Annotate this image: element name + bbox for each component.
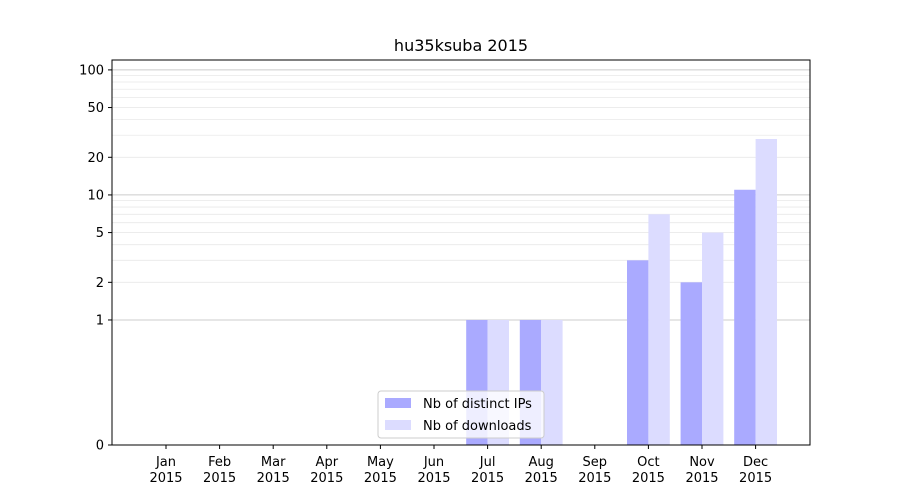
x-tick-label-month: Sep (583, 455, 608, 470)
ticks: 0125102050100Jan2015Feb2015Mar2015Apr201… (79, 63, 772, 486)
x-tick-label-year: 2015 (203, 471, 236, 486)
plot-frame (111, 59, 811, 446)
y-tick-label: 5 (96, 226, 104, 241)
x-tick-label-month: Mar (261, 455, 286, 470)
y-tick-label: 1 (96, 313, 104, 328)
x-tick-label-month: Jun (423, 455, 444, 470)
bar-distinct-ips (680, 282, 702, 445)
y-tick-label: 0 (96, 439, 104, 454)
x-tick-label-year: 2015 (310, 471, 343, 486)
bars (466, 139, 777, 445)
chart-title: hu35ksuba 2015 (394, 36, 528, 55)
x-tick-label-month: Jan (155, 455, 176, 470)
bar-distinct-ips (734, 189, 756, 445)
x-tick-label-month: Dec (743, 455, 768, 470)
x-tick-label-year: 2015 (525, 471, 558, 486)
bar-downloads (541, 319, 563, 445)
y-tick-label: 50 (87, 101, 104, 116)
legend-swatch-downloads (385, 420, 411, 430)
legend: Nb of distinct IPs Nb of downloads (377, 390, 545, 439)
x-tick-label-year: 2015 (257, 471, 290, 486)
grid-lines (112, 69, 810, 321)
x-tick-label-year: 2015 (149, 471, 182, 486)
legend-box (377, 390, 545, 439)
x-tick-label-year: 2015 (471, 471, 504, 486)
x-tick-label-month: May (367, 455, 394, 470)
x-tick-label-year: 2015 (685, 471, 718, 486)
x-tick-label-year: 2015 (739, 471, 772, 486)
x-tick-label-year: 2015 (417, 471, 450, 486)
y-tick-label: 20 (87, 151, 104, 166)
x-tick-label-month: Aug (529, 455, 554, 470)
bar-downloads (702, 232, 724, 445)
bar-distinct-ips (627, 260, 649, 445)
x-tick-label-month: Jul (479, 455, 496, 470)
x-tick-label-month: Nov (689, 455, 715, 470)
x-tick-label-month: Feb (208, 455, 231, 470)
legend-swatch-distinct-ips (385, 398, 411, 408)
y-tick-label: 10 (87, 188, 104, 203)
bar-downloads (755, 139, 777, 445)
legend-label-distinct-ips: Nb of distinct IPs (423, 397, 532, 412)
x-tick-label-month: Apr (316, 455, 339, 470)
y-tick-label: 2 (96, 276, 104, 291)
x-tick-label-year: 2015 (632, 471, 665, 486)
y-tick-label: 100 (79, 63, 104, 78)
x-tick-label-year: 2015 (364, 471, 397, 486)
bar-downloads (648, 214, 670, 445)
legend-label-downloads: Nb of downloads (423, 419, 532, 434)
x-tick-label-month: Oct (637, 455, 659, 470)
x-tick-label-year: 2015 (578, 471, 611, 486)
